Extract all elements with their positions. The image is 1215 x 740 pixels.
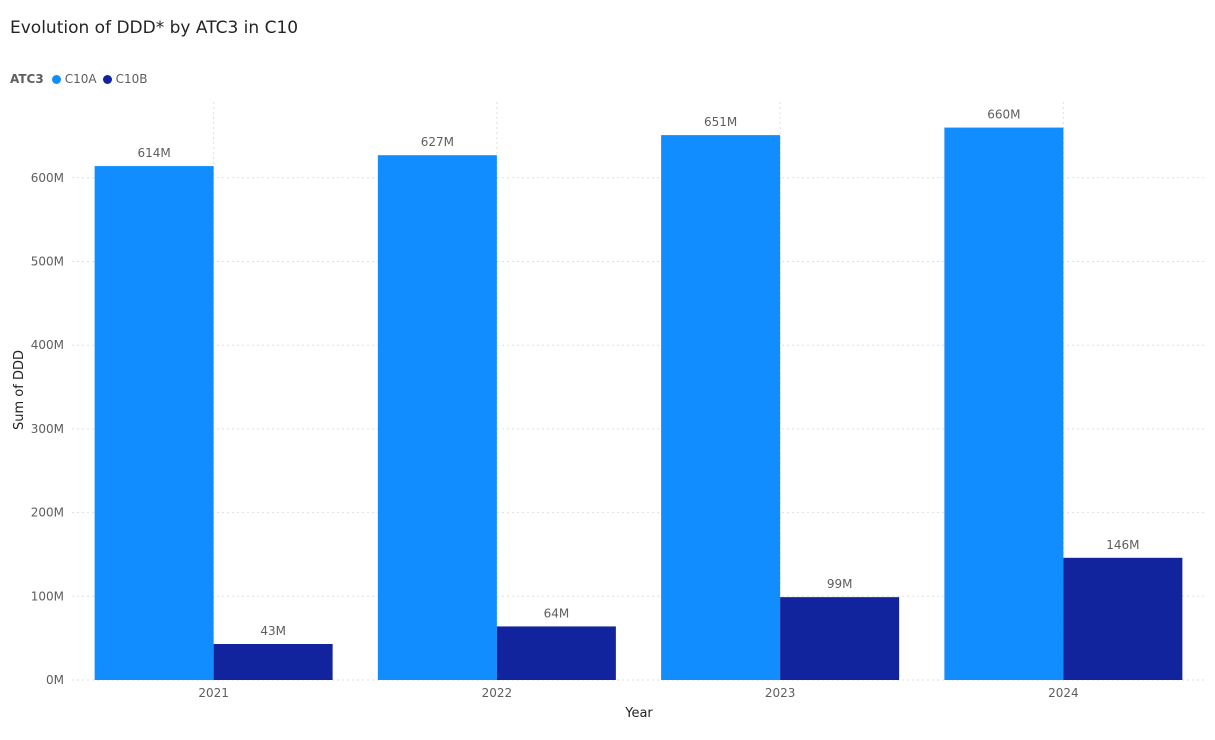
x-axis: 2021 2022 2023 2024 bbox=[198, 686, 1078, 700]
data-labels: 614M 627M 651M 660M 43M 64M 99M 146M bbox=[137, 108, 1139, 638]
bars bbox=[94, 127, 1183, 681]
bar-c10a-2022[interactable] bbox=[377, 155, 497, 681]
chart-title: Evolution of DDD* by ATC3 in C10 bbox=[10, 18, 299, 38]
legend-dot-c10b bbox=[102, 74, 112, 84]
data-label: 614M bbox=[137, 146, 170, 160]
bar-c10b-2022[interactable] bbox=[496, 626, 616, 680]
bar-c10a-2021[interactable] bbox=[94, 166, 214, 680]
y-axis-label: Sum of DDD bbox=[12, 350, 27, 430]
x-axis-label: Year bbox=[624, 706, 653, 721]
x-tick-label: 2022 bbox=[482, 686, 513, 700]
data-label: 660M bbox=[987, 108, 1020, 122]
bar-c10b-2023[interactable] bbox=[780, 597, 900, 680]
legend-dot-c10a bbox=[51, 74, 61, 84]
y-tick-label: 400M bbox=[31, 338, 64, 352]
legend: ATC3 C10A C10B bbox=[10, 72, 153, 86]
legend-label-c10a: C10A bbox=[64, 72, 97, 86]
legend-item-c10a[interactable]: C10A bbox=[51, 72, 97, 86]
x-tick-label: 2021 bbox=[198, 686, 229, 700]
data-label: 651M bbox=[704, 115, 737, 129]
y-tick-label: 600M bbox=[31, 171, 64, 185]
bar-c10b-2024[interactable] bbox=[1063, 557, 1183, 680]
y-tick-label: 300M bbox=[31, 422, 64, 436]
data-label: 99M bbox=[827, 577, 853, 591]
x-tick-label: 2023 bbox=[765, 686, 796, 700]
y-axis: 0M 100M 200M 300M 400M 500M 600M bbox=[31, 171, 64, 687]
bar-c10a-2024[interactable] bbox=[944, 127, 1064, 680]
data-label: 146M bbox=[1106, 538, 1139, 552]
legend-label-c10b: C10B bbox=[115, 72, 148, 86]
data-label: 627M bbox=[421, 135, 454, 149]
y-tick-label: 100M bbox=[31, 589, 64, 603]
bar-c10b-2021[interactable] bbox=[213, 644, 333, 680]
data-label: 43M bbox=[260, 624, 286, 638]
legend-title: ATC3 bbox=[10, 72, 44, 86]
data-label: 64M bbox=[544, 606, 570, 620]
y-tick-label: 0M bbox=[46, 673, 64, 687]
y-tick-label: 200M bbox=[31, 506, 64, 520]
legend-item-c10b[interactable]: C10B bbox=[102, 72, 148, 86]
x-tick-label: 2024 bbox=[1048, 686, 1079, 700]
bar-c10a-2023[interactable] bbox=[661, 135, 781, 680]
y-tick-label: 500M bbox=[31, 255, 64, 269]
